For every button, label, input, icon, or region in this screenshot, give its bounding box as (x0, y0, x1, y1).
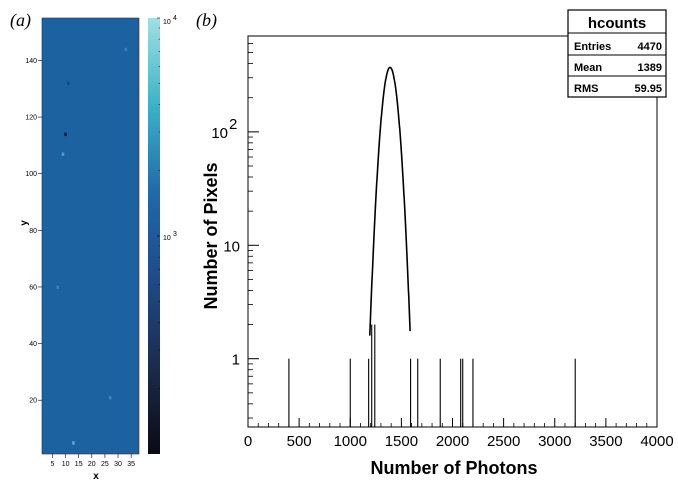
heatmap-x-tick-label-2: 15 (75, 461, 83, 468)
stats-rms-value: 59.95 (634, 83, 662, 95)
heatmap-outlier-pixel-6 (56, 285, 60, 289)
histogram-x-tick-label-6: 3000 (538, 433, 571, 450)
heatmap-frame (41, 17, 140, 455)
histogram-x-tick-label-2: 1000 (334, 433, 367, 450)
histogram-y-axis-title: Number of Pixels (201, 162, 221, 309)
heatmap-outliers (56, 47, 128, 445)
heatmap-cells (42, 18, 139, 454)
heatmap-x-tick-label-0: 5 (51, 461, 55, 468)
histogram-y-tick-label-1: 10 (223, 238, 240, 255)
heatmap-outlier-pixel-4 (124, 47, 128, 52)
heatmap-y-tick-label-1: 40 (29, 341, 37, 348)
stats-rms-label: RMS (574, 83, 598, 95)
colorbar-tick-exp-1: 3 (173, 231, 177, 238)
colorbar (148, 18, 160, 454)
histogram-y-tick-exp-2: 2 (229, 116, 237, 133)
stats-mean-value: 1389 (638, 62, 662, 74)
panel-a-label: (a) (10, 10, 31, 31)
heatmap-x-tick-label-4: 25 (101, 461, 109, 468)
heatmap-x-tick-label-1: 10 (62, 461, 70, 468)
heatmap-plot (41, 17, 140, 455)
histogram-x-tick-label-5: 2500 (487, 433, 520, 450)
heatmap-y-tick-label-2: 60 (29, 284, 37, 291)
histogram-frame (247, 35, 658, 428)
heatmap-x-axis-title: x (93, 471, 99, 481)
histogram-x-tick-label-4: 2000 (436, 433, 469, 450)
heatmap-y-tick-label-6: 140 (25, 58, 37, 65)
heatmap-x-tick-label-5: 30 (114, 461, 122, 468)
heatmap-y-tick-label-0: 20 (29, 398, 37, 405)
histogram-x-axis-title: Number of Photons (371, 458, 538, 478)
heatmap-y-tick-label-3: 80 (29, 228, 37, 235)
heatmap-outlier-pixel-5 (66, 81, 70, 86)
histogram-x-tick-label-1: 500 (287, 433, 312, 450)
heatmap-y-tick-label-4: 100 (25, 171, 37, 178)
heatmap-outlier-pixel-0 (64, 132, 67, 137)
heatmap-y-axis-title: y (19, 220, 30, 226)
histogram-y-tick-base-2: 10 (211, 125, 228, 142)
heatmap-outlier-pixel-3 (108, 395, 112, 400)
heatmap-y-ticks: 20 40 60 80 100 120 140 (25, 58, 42, 405)
histogram-spikes (288, 324, 576, 427)
stats-box-title: hcounts (588, 15, 646, 32)
stats-mean-label: Mean (574, 62, 602, 74)
colorbar-tick-exp-0: 4 (173, 15, 177, 22)
histogram-peak-curve (369, 66, 411, 336)
stats-box: hcounts Entries 4470 Mean 1389 RMS 59.95 (567, 9, 667, 98)
histogram-y-tick-label-0: 1 (232, 352, 240, 369)
colorbar-tick-base-1: 10 (163, 235, 171, 242)
stats-entries-value: 4470 (638, 41, 662, 53)
heatmap-outlier-pixel-1 (61, 152, 65, 156)
histogram-x-tick-label-7: 3500 (589, 433, 622, 450)
heatmap-x-tick-label-3: 20 (88, 461, 96, 468)
heatmap-x-ticks: 5 10 15 20 25 30 35 (51, 454, 135, 468)
heatmap-y-tick-label-5: 120 (25, 115, 37, 122)
heatmap-x-tick-label-6: 35 (127, 461, 135, 468)
histogram-x-tick-label-0: 0 (244, 433, 252, 450)
heatmap-outlier-pixel-2 (72, 441, 75, 445)
panel-b: (b) 0 500 1000 1500 2000 2500 3000 3500 4000 1 10… (196, 9, 674, 478)
histogram-x-ticks: 0 500 1000 1500 2000 2500 3000 3500 4000 (244, 418, 674, 450)
stats-entries-label: Entries (574, 41, 611, 53)
colorbar-tick-base-0: 10 (163, 19, 171, 26)
histogram-x-tick-label-8: 4000 (640, 433, 673, 450)
panel-b-label: (b) (196, 10, 217, 31)
histogram-x-tick-label-3: 1500 (385, 433, 418, 450)
